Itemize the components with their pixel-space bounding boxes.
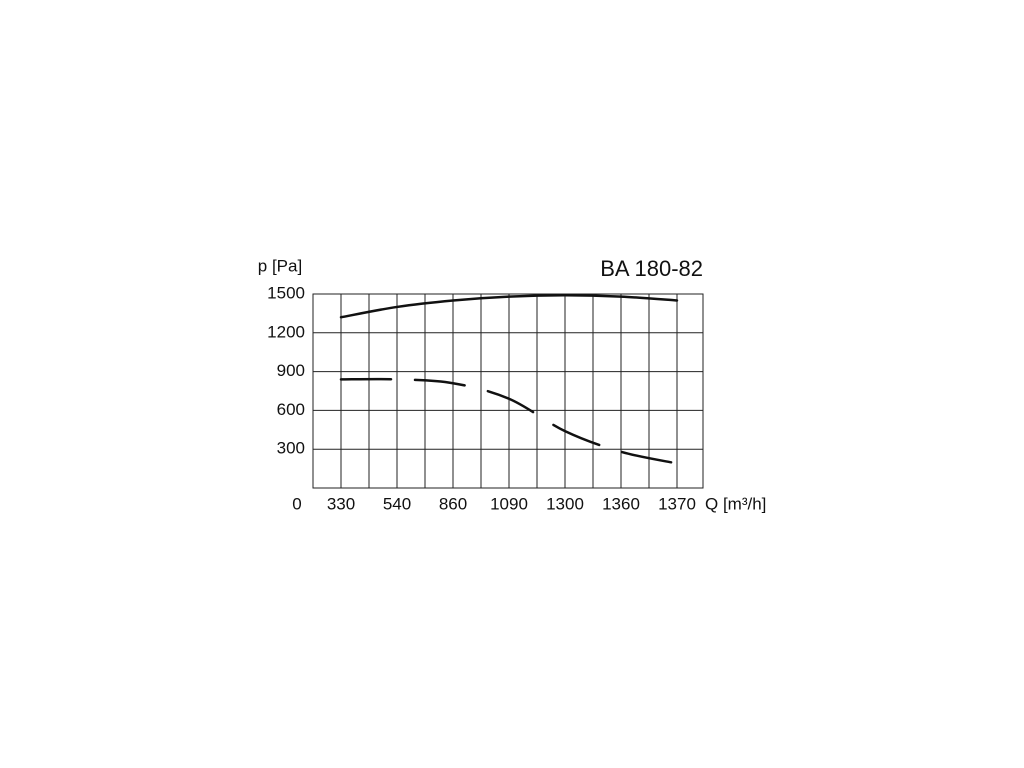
x-axis-label: Q [m³/h]	[705, 494, 766, 513]
x-tick-label: 1300	[546, 494, 584, 513]
x-tick-label: 540	[383, 494, 411, 513]
y-tick-label: 600	[277, 400, 305, 419]
y-tick-label: 1200	[267, 322, 305, 341]
y-axis-label: p [Pa]	[258, 256, 302, 275]
y-tick-label: 1500	[267, 283, 305, 302]
x-tick-label: 1360	[602, 494, 640, 513]
x-tick-label: 1090	[490, 494, 528, 513]
series-line	[339, 294, 679, 319]
y-tick-label: 900	[277, 361, 305, 380]
y-tick-label: 300	[277, 439, 305, 458]
x-tick-label: 330	[327, 494, 355, 513]
chart-title: BA 180-82	[600, 256, 703, 281]
plot-frame	[312, 293, 704, 489]
origin-label: 0	[292, 494, 301, 513]
x-tick-label: 860	[439, 494, 467, 513]
series-line	[339, 377, 679, 465]
x-tick-label: 1370	[658, 494, 696, 513]
